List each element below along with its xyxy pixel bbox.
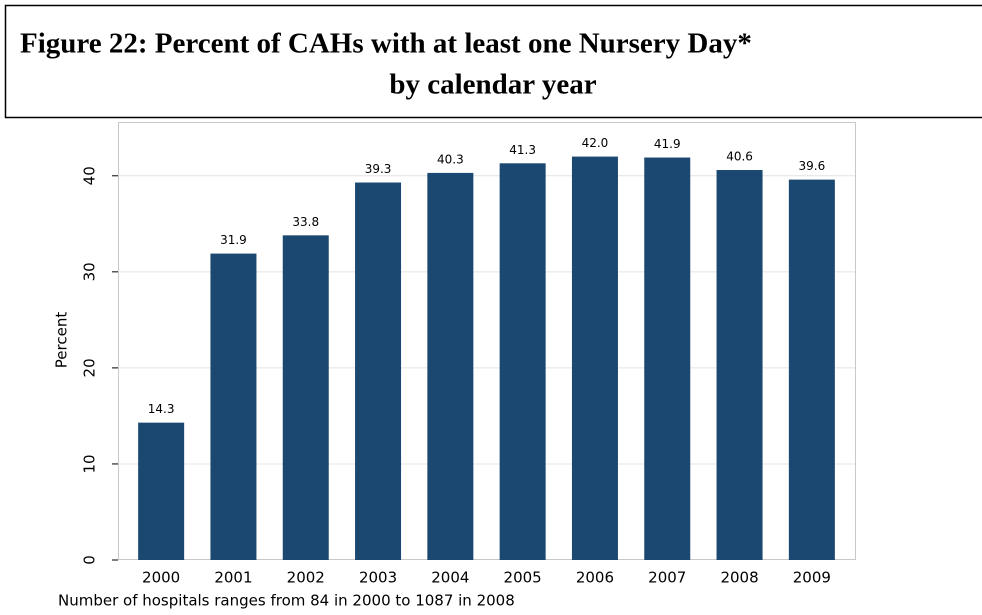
x-tick-label: 2009	[793, 569, 831, 587]
x-tick-label: 2005	[504, 569, 542, 587]
bar	[499, 163, 546, 561]
y-axis-label: Percent	[53, 312, 71, 369]
y-tick-label: 30	[81, 262, 99, 281]
footnote: Number of hospitals ranges from 84 in 20…	[58, 592, 515, 610]
bar	[355, 182, 402, 560]
bar	[716, 170, 763, 561]
value-label: 14.3	[148, 402, 175, 416]
x-tick-label: 2003	[359, 569, 397, 587]
value-label: 40.3	[437, 152, 464, 166]
x-tick-label: 2001	[214, 569, 252, 587]
value-label: 41.9	[654, 137, 681, 151]
value-label: 39.6	[798, 159, 825, 173]
bar	[427, 172, 474, 560]
x-tick-label: 2007	[648, 569, 686, 587]
value-label: 40.6	[726, 150, 753, 164]
x-tick-label: 2008	[720, 569, 758, 587]
title-box	[4, 4, 982, 119]
bar	[210, 253, 257, 560]
value-label: 41.3	[509, 143, 536, 157]
value-label: 42.0	[582, 136, 609, 150]
chart-subtitle: by calendar year	[389, 69, 596, 101]
x-tick-label: 2004	[431, 569, 469, 587]
bar	[788, 179, 835, 560]
x-tick-label: 2006	[576, 569, 614, 587]
value-label: 33.8	[292, 215, 319, 229]
x-tick-label: 2000	[142, 569, 180, 587]
y-tick-label: 0	[81, 555, 99, 565]
bar	[282, 235, 329, 560]
bar	[138, 422, 185, 560]
bar	[571, 156, 618, 560]
value-label: 39.3	[365, 162, 392, 176]
bar	[644, 157, 691, 560]
x-tick-label: 2002	[287, 569, 325, 587]
y-tick-label: 40	[81, 166, 99, 185]
y-tick-label: 20	[81, 358, 99, 377]
value-label: 31.9	[220, 233, 247, 247]
chart-title: Figure 22: Percent of CAHs with at least…	[20, 28, 752, 60]
y-tick-label: 10	[81, 454, 99, 473]
